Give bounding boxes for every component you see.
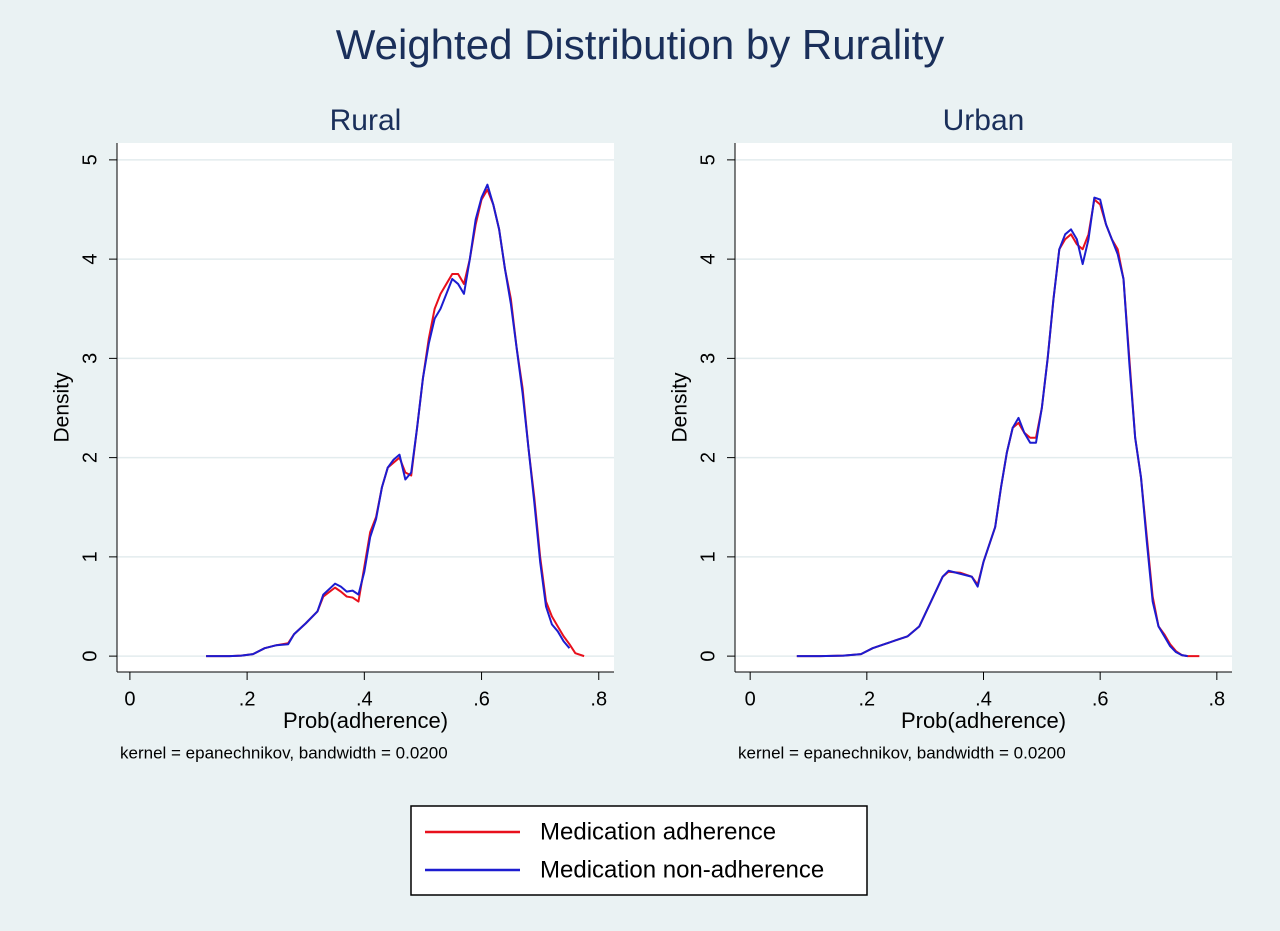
y-tick-label: 4 (697, 254, 719, 265)
y-axis-title: Density (51, 372, 74, 443)
panel: Rural 0 1 2 3 4 5 0 .2 .4 .6 .8 Density Prob(adherenc… (51, 104, 614, 762)
y-tick-label: 0 (79, 651, 101, 662)
panel-title: Urban (943, 104, 1025, 137)
x-tick-label: .2 (858, 688, 875, 710)
density-line (206, 183, 571, 658)
y-tick-label: 5 (697, 154, 719, 165)
x-tick-label: .8 (1208, 688, 1225, 710)
plot-area (117, 143, 614, 672)
y-axis-title: Density (669, 372, 692, 443)
x-tick-label: .2 (239, 688, 256, 710)
y-tick-label: 1 (697, 551, 719, 562)
note: kernel = epanechnikov, bandwidth = 0.020… (738, 743, 1066, 762)
panel-title: Rural (330, 104, 402, 137)
legend-box (410, 805, 868, 896)
y-tick-label: 0 (697, 651, 719, 662)
y-tick-label: 3 (79, 353, 101, 364)
x-axis-title: Prob(adherence) (901, 708, 1066, 733)
x-axis-title: Prob(adherence) (283, 708, 448, 733)
y-tick-label: 4 (79, 254, 101, 265)
note: kernel = epanechnikov, bandwidth = 0.020… (120, 743, 448, 762)
legend: Medication adherence Medication non-adhe… (410, 805, 868, 896)
x-tick-label: .4 (356, 688, 373, 710)
y-tick-label: 3 (697, 353, 719, 364)
legend-label: Medication non-adherence (540, 856, 824, 883)
legend-label: Medication adherence (540, 818, 776, 845)
y-tick-label: 5 (79, 154, 101, 165)
figure-title: Weighted Distribution by Rurality (336, 21, 945, 68)
density-line (796, 196, 1188, 658)
panel: Urban 0 1 2 3 4 5 0 .2 .4 .6 .8 Density Prob(adherenc… (669, 104, 1232, 762)
x-tick-label: 0 (124, 688, 135, 710)
y-tick-label: 2 (79, 452, 101, 463)
x-tick-label: .6 (473, 688, 490, 710)
y-tick-label: 2 (697, 452, 719, 463)
y-tick-label: 1 (79, 551, 101, 562)
plot-area (735, 143, 1232, 672)
x-tick-label: .8 (590, 688, 607, 710)
x-tick-label: .4 (975, 688, 992, 710)
x-tick-label: 0 (745, 688, 756, 710)
x-tick-label: .6 (1092, 688, 1109, 710)
